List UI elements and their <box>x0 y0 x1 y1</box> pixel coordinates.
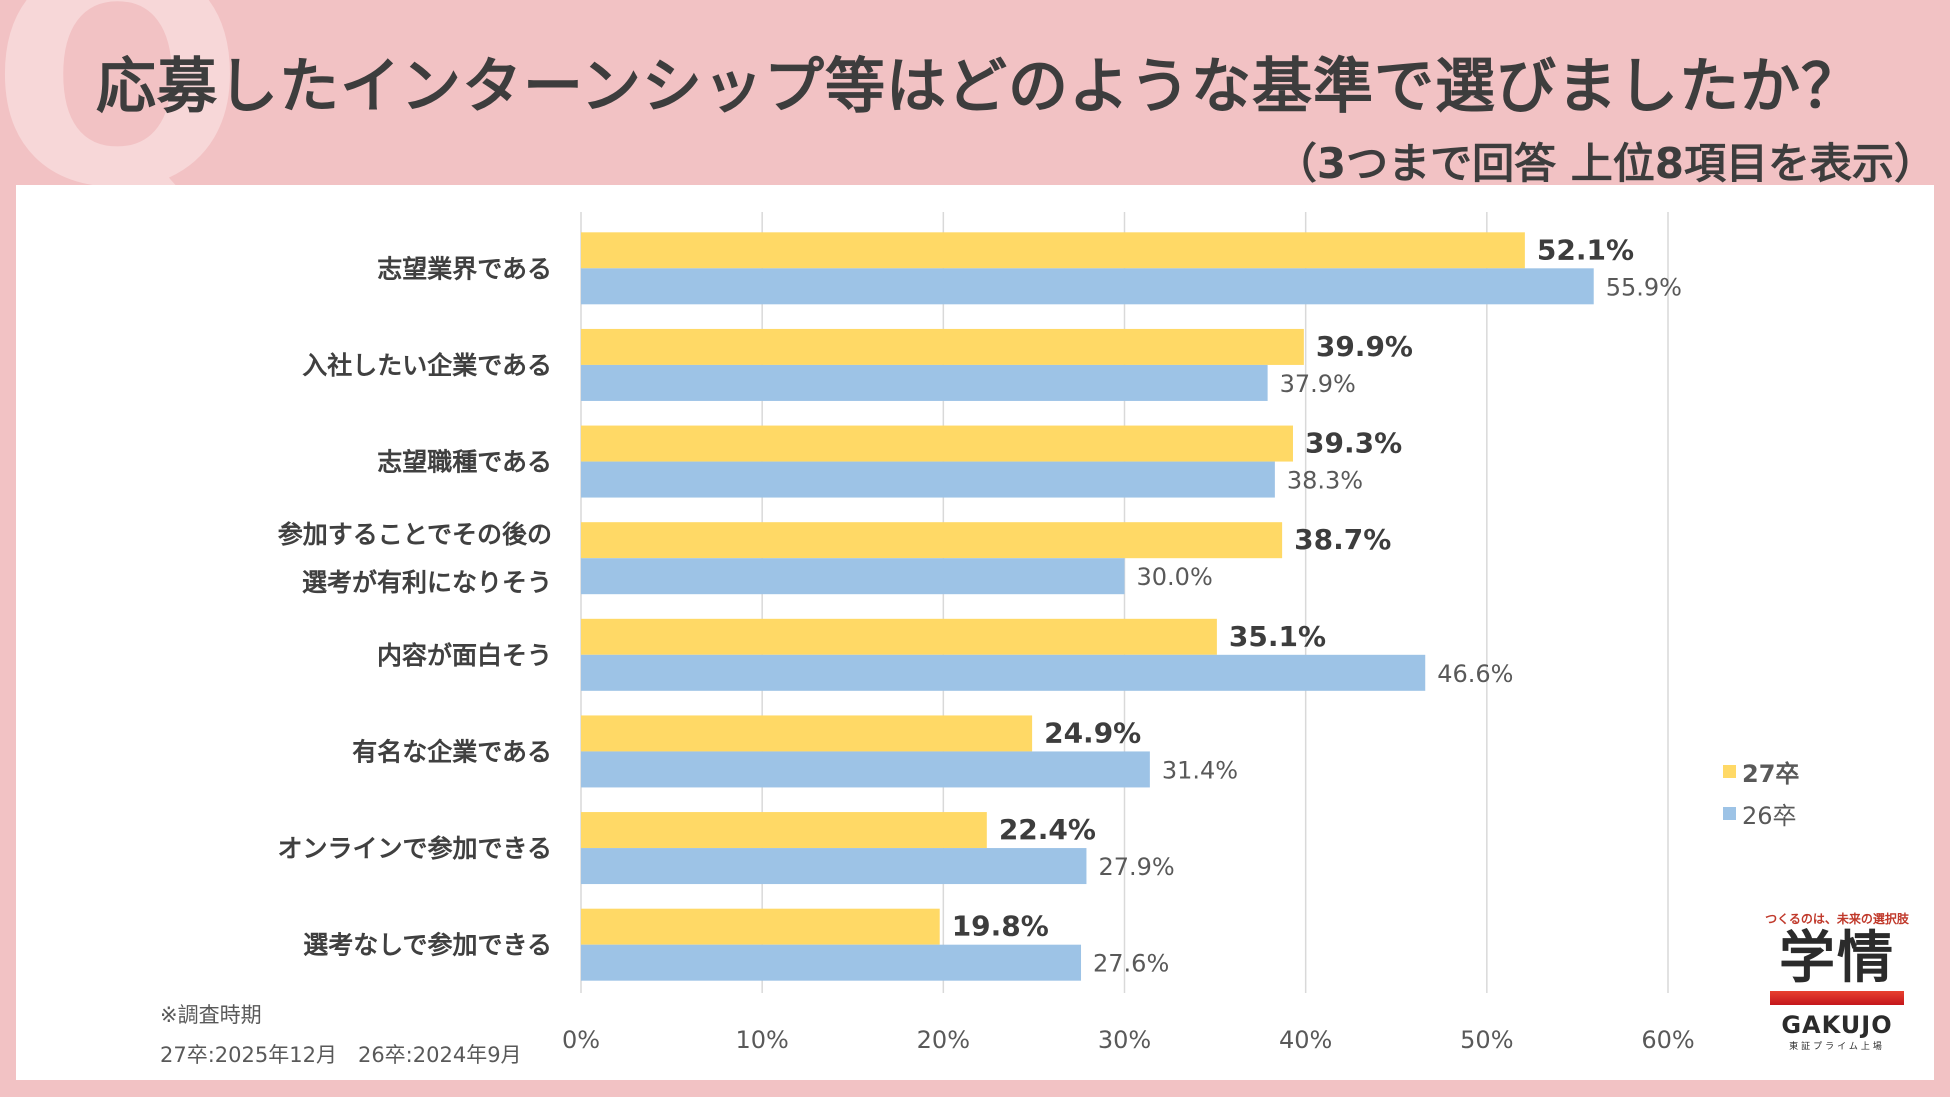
category-label: 入社したい企業である <box>302 351 552 380</box>
chart-panel: 0% 10% 20% 30% 40% 50% 60% 志望業界である 52.1% 55.9% 入社し… <box>16 185 1934 1080</box>
legend-swatch-26 <box>1723 806 1736 820</box>
legend-item-27: 27卒 <box>1723 750 1799 792</box>
bar-26 <box>581 268 1594 305</box>
legend-swatch-27 <box>1723 764 1736 778</box>
page-title: 応募したインターンシップ等はどのような基準で選びましたか？ <box>96 52 1862 122</box>
bar-chart: 0% 10% 20% 30% 40% 50% 60% 志望業界である 52.1% 55.9% 入社し… <box>277 212 1695 1054</box>
category-label: オンラインで参加できる <box>277 834 552 863</box>
x-tick-label: 40% <box>1279 1026 1332 1054</box>
bar-27 <box>581 908 940 945</box>
category-label: 選考なしで参加できる <box>303 931 552 960</box>
legend-item-26: 26卒 <box>1723 792 1799 834</box>
bar-27 <box>581 425 1293 462</box>
bar-27 <box>581 232 1525 269</box>
x-tick-label: 10% <box>735 1026 788 1054</box>
bar-26 <box>581 654 1426 691</box>
bar-27 <box>581 328 1304 365</box>
data-label-26: 27.9% <box>1098 853 1174 881</box>
logo-bar <box>1770 991 1904 1005</box>
legend-label-26: 26卒 <box>1742 801 1797 830</box>
category-label: 選考が有利になりそう <box>302 568 552 597</box>
category-label: 参加することでその後の <box>278 520 552 549</box>
data-label-26: 27.6% <box>1093 950 1169 978</box>
data-label-27: 39.9% <box>1316 330 1413 363</box>
legend-label-27: 27卒 <box>1742 759 1800 788</box>
data-label-27: 52.1% <box>1537 233 1634 266</box>
data-label-27: 22.4% <box>999 813 1096 846</box>
chart-legend: 27卒 26卒 <box>1723 750 1799 834</box>
x-tick-label: 0% <box>562 1026 600 1054</box>
x-tick-label: 60% <box>1641 1026 1694 1054</box>
logo-sub: 東証プライム上場 <box>1789 1042 1885 1052</box>
category-label: 志望業界である <box>377 254 552 283</box>
data-label-26: 31.4% <box>1162 756 1238 784</box>
logo-wordmark: GAKUJO <box>1781 1011 1893 1039</box>
data-label-27: 39.3% <box>1305 427 1402 460</box>
data-label-26: 37.9% <box>1280 370 1356 398</box>
logo-tagline: つくるのは、未来の選択肢 <box>1765 912 1909 926</box>
logo-kanji: 学情 <box>1779 926 1895 991</box>
category-label: 志望職種である <box>377 448 552 477</box>
bar-26 <box>581 558 1125 595</box>
bar-26 <box>581 944 1082 981</box>
category-label: 有名な企業である <box>352 737 552 766</box>
bar-27 <box>581 812 987 849</box>
bar-27 <box>581 618 1217 655</box>
x-tick-label: 50% <box>1460 1026 1513 1054</box>
data-label-27: 35.1% <box>1229 620 1326 653</box>
data-label-27: 38.7% <box>1294 523 1391 556</box>
data-label-26: 55.9% <box>1606 273 1682 301</box>
bar-26 <box>581 848 1087 885</box>
data-label-27: 24.9% <box>1044 716 1141 749</box>
x-tick-label: 20% <box>917 1026 970 1054</box>
category-label: 内容が面白そう <box>377 641 552 670</box>
gakujo-logo: つくるのは、未来の選択肢 学情 GAKUJO 東証プライム上場 <box>1762 910 1912 1052</box>
bar-26 <box>581 364 1268 401</box>
survey-note-period: 27卒:2025年12月 26卒:2024年9月 <box>160 1043 522 1067</box>
data-label-27: 19.8% <box>952 910 1049 943</box>
data-label-26: 38.3% <box>1287 467 1363 495</box>
bar-26 <box>581 751 1150 788</box>
survey-note: ※調査時期 27卒:2025年12月 26卒:2024年9月 <box>160 995 522 1075</box>
data-label-26: 46.6% <box>1437 660 1513 688</box>
bar-27 <box>581 715 1033 752</box>
survey-note-heading: ※調査時期 <box>160 1003 262 1027</box>
bar-27 <box>581 522 1283 559</box>
page-subtitle: （3つまで回答 上位8項目を表示） <box>1274 139 1936 188</box>
bar-26 <box>581 461 1275 498</box>
data-label-26: 30.0% <box>1137 563 1213 591</box>
x-tick-label: 30% <box>1098 1026 1151 1054</box>
